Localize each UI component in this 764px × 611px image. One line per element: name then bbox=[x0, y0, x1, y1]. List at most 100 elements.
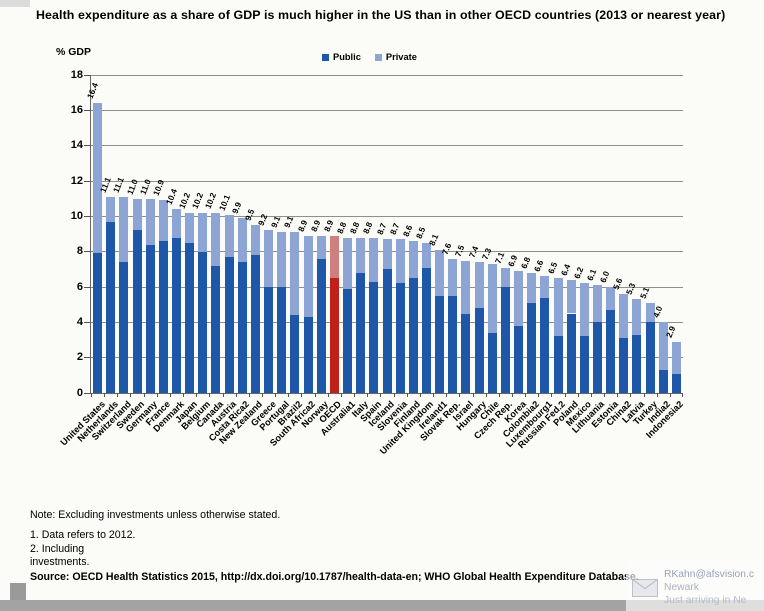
y-axis-title: % GDP bbox=[56, 46, 92, 58]
x-tick-mark bbox=[169, 393, 171, 397]
x-tick-mark bbox=[104, 393, 106, 397]
bar-public-switzerland bbox=[119, 262, 129, 393]
x-tick-mark bbox=[472, 393, 474, 397]
y-tick-mark bbox=[84, 74, 91, 76]
bar-value-slovenia: 8.7 bbox=[387, 221, 401, 237]
bar-private-brazil2 bbox=[290, 232, 300, 316]
y-tick-label: 14 bbox=[70, 139, 83, 152]
bar-private-israel bbox=[461, 260, 471, 314]
bar-public-czech-rep bbox=[500, 287, 510, 393]
bar-value-czech-rep: 7.1 bbox=[492, 250, 507, 265]
x-tick-mark bbox=[143, 393, 145, 397]
bar-public-korea bbox=[514, 325, 524, 393]
x-tick-mark bbox=[656, 393, 658, 397]
bar-value-finland: 8.6 bbox=[400, 223, 415, 239]
bar-value-korea: 6.9 bbox=[505, 253, 520, 269]
bar-private-costa-rica2 bbox=[237, 218, 247, 263]
bar-public-italy bbox=[356, 272, 366, 393]
gridline bbox=[91, 180, 683, 182]
bar-value-poland: 6.4 bbox=[558, 262, 572, 277]
legend-public-label: Public bbox=[333, 52, 361, 62]
bar-value-australia1: 8.8 bbox=[334, 220, 349, 235]
email-notification-toast[interactable]: RKahn@afsvision.c Newark Just arriving i… bbox=[626, 559, 764, 611]
y-tick-mark bbox=[84, 286, 91, 288]
bar-private-chile bbox=[487, 264, 497, 333]
x-tick-mark bbox=[156, 393, 158, 397]
x-tick-mark bbox=[314, 393, 316, 397]
bar-private-ireland1 bbox=[435, 249, 445, 296]
bar-private-luxembourg1 bbox=[540, 276, 550, 298]
bar-private-poland bbox=[566, 279, 576, 314]
x-tick-mark bbox=[551, 393, 553, 397]
bar-public-latvia bbox=[632, 334, 642, 393]
bar-public-new-zealand bbox=[250, 255, 260, 393]
x-tick-mark bbox=[262, 393, 264, 397]
x-tick-mark bbox=[183, 393, 185, 397]
y-tick-mark bbox=[84, 109, 91, 111]
x-tick-mark bbox=[288, 393, 290, 397]
bar-public-oecd bbox=[329, 278, 339, 393]
bar-value-norway: 8.9 bbox=[308, 218, 323, 233]
bar-private-switzerland bbox=[119, 196, 129, 263]
bar-private-colombia2 bbox=[527, 272, 537, 303]
bar-private-new-zealand bbox=[250, 225, 260, 256]
bottom-left-gray-square bbox=[10, 583, 26, 600]
bar-public-france bbox=[158, 241, 168, 393]
bar-private-austria bbox=[224, 214, 234, 257]
bar-public-russian-fed-2 bbox=[553, 336, 563, 393]
bar-public-japan bbox=[185, 242, 195, 393]
bar-public-india2 bbox=[658, 370, 668, 393]
bar-private-turkey bbox=[645, 302, 655, 323]
bar-private-south-africa2 bbox=[303, 235, 313, 318]
y-tick-label: 16 bbox=[70, 103, 83, 116]
x-tick-mark bbox=[222, 393, 224, 397]
bar-private-united-kingdom bbox=[421, 242, 431, 268]
x-tick-mark bbox=[511, 393, 513, 397]
x-tick-mark bbox=[367, 393, 369, 397]
gridline bbox=[91, 145, 683, 147]
y-tick-label: 8 bbox=[76, 245, 83, 258]
x-tick-mark bbox=[91, 393, 92, 397]
y-tick-mark bbox=[84, 392, 91, 394]
y-tick-label: 6 bbox=[76, 280, 83, 293]
x-tick-mark bbox=[564, 393, 566, 397]
bar-private-finland bbox=[408, 241, 418, 279]
bar-public-belgium bbox=[198, 251, 208, 393]
toast-sender: RKahn@afsvision.c bbox=[664, 569, 755, 580]
x-tick-mark bbox=[682, 393, 683, 397]
bar-value-spain: 8.8 bbox=[361, 220, 375, 235]
bar-private-slovak-rep bbox=[448, 258, 458, 296]
bar-public-hungary bbox=[474, 308, 484, 393]
bar-public-lithuania bbox=[592, 322, 602, 393]
footnote-1: 1. Data refers to 2012. bbox=[30, 529, 136, 541]
y-tick-label: 2 bbox=[76, 351, 83, 364]
x-tick-mark bbox=[327, 393, 329, 397]
y-tick-label: 4 bbox=[76, 315, 83, 328]
x-tick-mark bbox=[196, 393, 198, 397]
x-tick-mark bbox=[525, 393, 527, 397]
bar-private-estonia bbox=[606, 287, 616, 310]
bar-private-mexico bbox=[579, 283, 589, 337]
bar-value-united-states: 16.4 bbox=[84, 81, 101, 101]
bar-private-norway bbox=[316, 235, 326, 259]
y-tick-mark bbox=[84, 215, 91, 217]
y-tick-label: 18 bbox=[70, 68, 83, 81]
y-tick-mark bbox=[84, 321, 91, 323]
bar-private-united-states bbox=[93, 103, 103, 254]
bar-value-mexico: 6.2 bbox=[571, 266, 586, 281]
x-tick-mark bbox=[498, 393, 500, 397]
top-left-gray-box bbox=[0, 0, 30, 7]
bar-private-latvia bbox=[632, 299, 642, 335]
envelope-icon bbox=[632, 579, 658, 602]
bar-public-united-kingdom bbox=[421, 267, 431, 393]
bar-private-russian-fed-2 bbox=[553, 278, 563, 337]
bar-value-colombia2: 6.8 bbox=[518, 255, 533, 270]
bar-private-australia1 bbox=[343, 237, 353, 289]
y-tick-mark bbox=[84, 145, 91, 147]
footnote-2-line1: 2. Including bbox=[30, 543, 85, 555]
x-tick-mark bbox=[604, 393, 606, 397]
bar-private-slovenia bbox=[395, 239, 405, 284]
bar-public-south-africa2 bbox=[303, 317, 313, 393]
bar-value-brazil2: 9.1 bbox=[282, 214, 296, 230]
bottom-gray-strip bbox=[0, 600, 764, 611]
